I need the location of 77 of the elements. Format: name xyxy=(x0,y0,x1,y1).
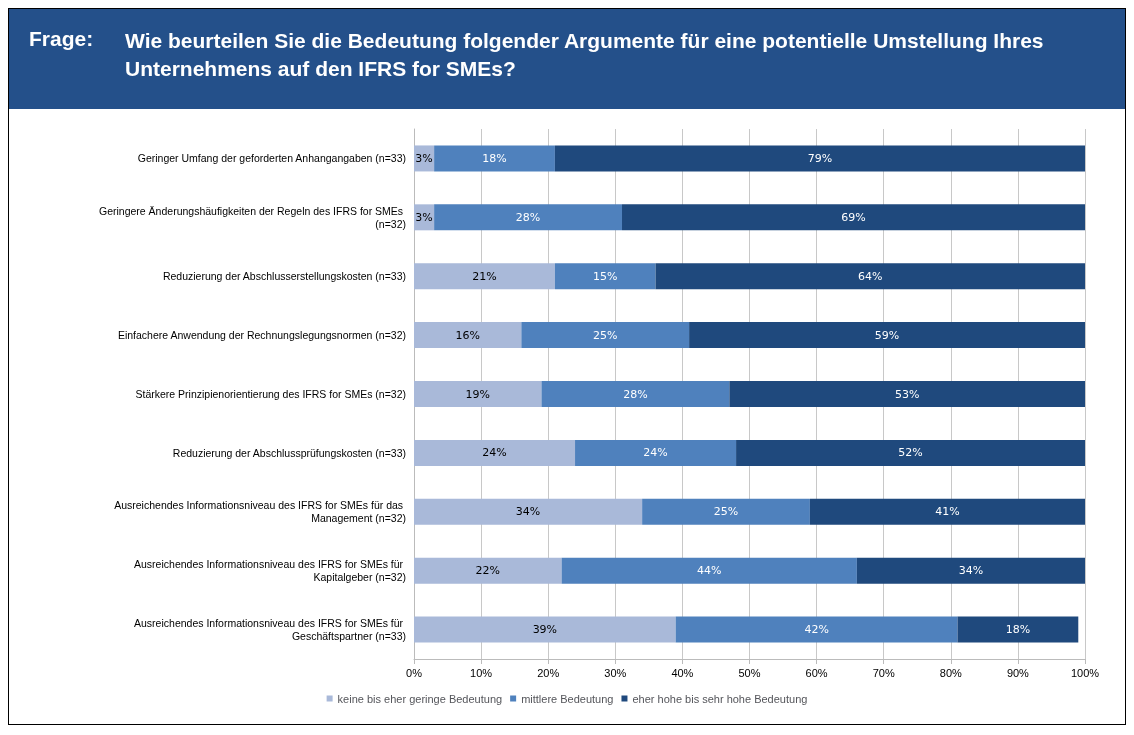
y-tick-label: Stärkere Prinzipienorientierung des IFRS for SMEs (n=32) xyxy=(135,388,406,400)
data-label: 59% xyxy=(874,328,900,342)
bar xyxy=(809,498,1085,525)
bar xyxy=(675,616,958,643)
bar xyxy=(414,439,576,466)
bar xyxy=(434,204,623,231)
bar xyxy=(642,498,810,525)
data-label: 64% xyxy=(858,269,883,283)
chart-subtitle: Wie beurteilen Sie die Bedeutung folgender Argumente für eine potentielle Umstellung Ihres Unternehmens auf den IFRS for SMEs? xyxy=(125,28,1045,82)
x-tick-label: 80% xyxy=(939,666,963,679)
x-tick-label: 70% xyxy=(872,666,895,679)
y-tick-label: Reduzierung der Abschlussprüfungskosten (n=33) xyxy=(172,446,406,459)
data-label: 69% xyxy=(841,210,866,224)
bar xyxy=(414,616,676,643)
text: Frage: xyxy=(29,27,95,52)
x-tick-label: 30% xyxy=(604,666,627,679)
bar xyxy=(414,498,643,525)
data-label: 42% xyxy=(804,623,829,637)
data-label: 3% xyxy=(415,210,433,224)
bar xyxy=(736,439,1085,466)
data-label: 19% xyxy=(465,387,490,401)
x-tick-label: 10% xyxy=(470,666,493,679)
legend-label: keine bis eher geringe Bedeutung xyxy=(337,692,503,705)
x-tick-label: 50% xyxy=(738,666,761,679)
y-tick-label: Ausreichendes Informationsniveau des IFRS for SMEs für Kapitalgeber (n=32) xyxy=(134,558,406,584)
bar xyxy=(689,322,1085,349)
x-tick-label: 90% xyxy=(1006,666,1030,679)
bar xyxy=(414,322,522,349)
x-tick-label: 40% xyxy=(671,666,694,679)
y-tick-label: Reduzierung der Abschlusserstellungskosten (n=33) xyxy=(162,270,406,283)
y-tick-label: Geringere Änderungshäufigkeiten der Regeln des IFRS for SMEs (n=32) xyxy=(99,204,406,230)
x-tick-label: 20% xyxy=(537,666,560,679)
data-label: 53% xyxy=(894,387,920,401)
bar xyxy=(622,204,1085,231)
bar xyxy=(561,557,857,584)
data-label: 16% xyxy=(455,328,480,342)
bar xyxy=(575,439,737,466)
data-label: 34% xyxy=(515,505,541,519)
bar xyxy=(554,145,1085,172)
data-label: 25% xyxy=(593,328,618,342)
y-tick-label: Ausreichendes Informationsniveau des IFRS for SMEs für das Management (n=32) xyxy=(114,499,406,525)
y-tick-label: Einfachere Anwendung der Rechnungslegungsnormen (n=32) xyxy=(117,329,406,342)
data-label: 15% xyxy=(593,269,618,283)
data-label: 21% xyxy=(472,269,497,283)
legend-label: eher hohe bis sehr hohe Bedeutung xyxy=(632,692,808,705)
data-label: 24% xyxy=(643,446,668,460)
bar xyxy=(521,322,690,349)
data-label: 28% xyxy=(515,210,541,224)
bar xyxy=(729,381,1085,407)
data-label: 34% xyxy=(958,564,984,578)
bar xyxy=(414,263,555,290)
data-label: 3% xyxy=(415,151,433,165)
y-tick-label: Ausreichendes Informationsniveau des IFRS for SMEs für Geschäftspartner (n=33) xyxy=(134,617,406,643)
data-label: 41% xyxy=(935,505,960,519)
bar xyxy=(414,557,562,584)
data-label: 52% xyxy=(898,446,923,460)
data-label: 28% xyxy=(623,387,648,401)
bar xyxy=(957,616,1079,643)
y-tick-label: Geringer Umfang der geforderten Anhangangaben (n=33) xyxy=(137,152,406,165)
data-label: 18% xyxy=(482,151,507,165)
data-label: 25% xyxy=(713,505,739,519)
data-label: 79% xyxy=(807,151,833,165)
x-tick-label: 100% xyxy=(1070,666,1100,679)
bar xyxy=(856,557,1085,584)
bar xyxy=(434,145,555,172)
x-tick-label: 0% xyxy=(406,666,423,679)
data-label: 18% xyxy=(1005,623,1031,637)
bar xyxy=(541,381,730,407)
bar xyxy=(554,263,656,290)
data-label: 39% xyxy=(532,623,558,637)
bar xyxy=(655,263,1085,290)
x-tick-label: 60% xyxy=(805,666,828,679)
data-label: 24% xyxy=(482,446,507,460)
data-label: 22% xyxy=(475,564,501,578)
legend-label: mittlere Bedeutung xyxy=(521,692,614,705)
data-label: 44% xyxy=(697,564,722,578)
bar xyxy=(414,381,542,407)
